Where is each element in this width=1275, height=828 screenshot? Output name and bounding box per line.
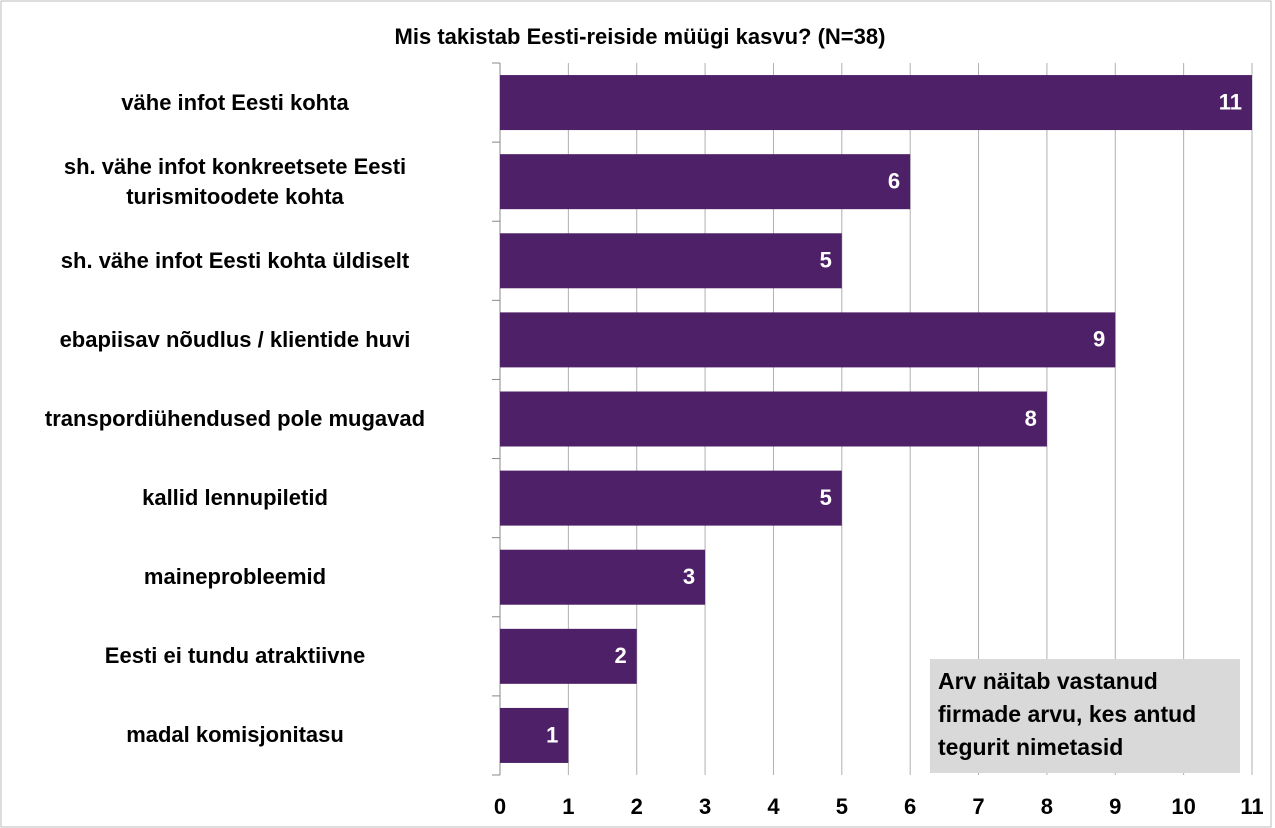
- bar: [500, 470, 842, 526]
- value-label: 6: [888, 168, 900, 193]
- x-tick-label: 9: [1109, 794, 1121, 819]
- y-tick-label: sh. vähe infot konkreetsete Eesti turism…: [63, 153, 407, 209]
- x-tick-label: 1: [562, 794, 574, 819]
- y-tick-label: madal komisjonitasu: [126, 722, 344, 748]
- x-tick-label: 2: [631, 794, 643, 819]
- y-tick-label: maineprobleemid: [143, 564, 327, 590]
- bar: [500, 75, 1252, 131]
- bar: [500, 707, 569, 763]
- x-tick-label: 5: [836, 794, 848, 819]
- x-tick-label: 4: [767, 794, 780, 819]
- y-tick-label: kallid lennupiletid: [142, 485, 328, 511]
- value-label: 11: [1219, 89, 1242, 114]
- x-tick-label: 3: [699, 794, 711, 819]
- value-label: 2: [614, 643, 626, 668]
- y-tick-label: ebapiisav nõudlus / klientide huvi: [59, 326, 411, 352]
- x-tick-label: 10: [1171, 794, 1195, 819]
- value-label: 9: [1093, 327, 1105, 352]
- x-tick-label: 7: [972, 794, 984, 819]
- x-tick-label: 0: [494, 794, 506, 819]
- value-label: 5: [820, 485, 832, 510]
- bar: [500, 391, 1047, 447]
- y-tick-label: Eesti ei tundu atraktiivne: [104, 643, 366, 669]
- bar: [500, 312, 1116, 368]
- y-tick-label: sh. vähe infot Eesti kohta üldiselt: [60, 247, 410, 273]
- value-label: 5: [820, 248, 832, 273]
- annotation: Arv näitab vastanud firmade arvu, kes an…: [930, 659, 1240, 773]
- chart-title: Mis takistab Eesti-reiside müügi kasvu? …: [395, 24, 886, 49]
- bar: [500, 154, 911, 210]
- x-tick-label: 11: [1240, 794, 1263, 819]
- bar: [500, 233, 842, 289]
- x-tick-label: 8: [1041, 794, 1053, 819]
- bar: [500, 628, 637, 684]
- y-tick-label: transpordiühendused pole mugavad: [44, 406, 426, 431]
- y-tick-label: vähe infot Eesti kohta: [121, 89, 349, 115]
- x-tick-label: 6: [904, 794, 916, 819]
- value-label: 8: [1025, 406, 1037, 431]
- value-label: 3: [683, 564, 695, 589]
- value-label: 1: [546, 722, 558, 747]
- bar: [500, 549, 706, 605]
